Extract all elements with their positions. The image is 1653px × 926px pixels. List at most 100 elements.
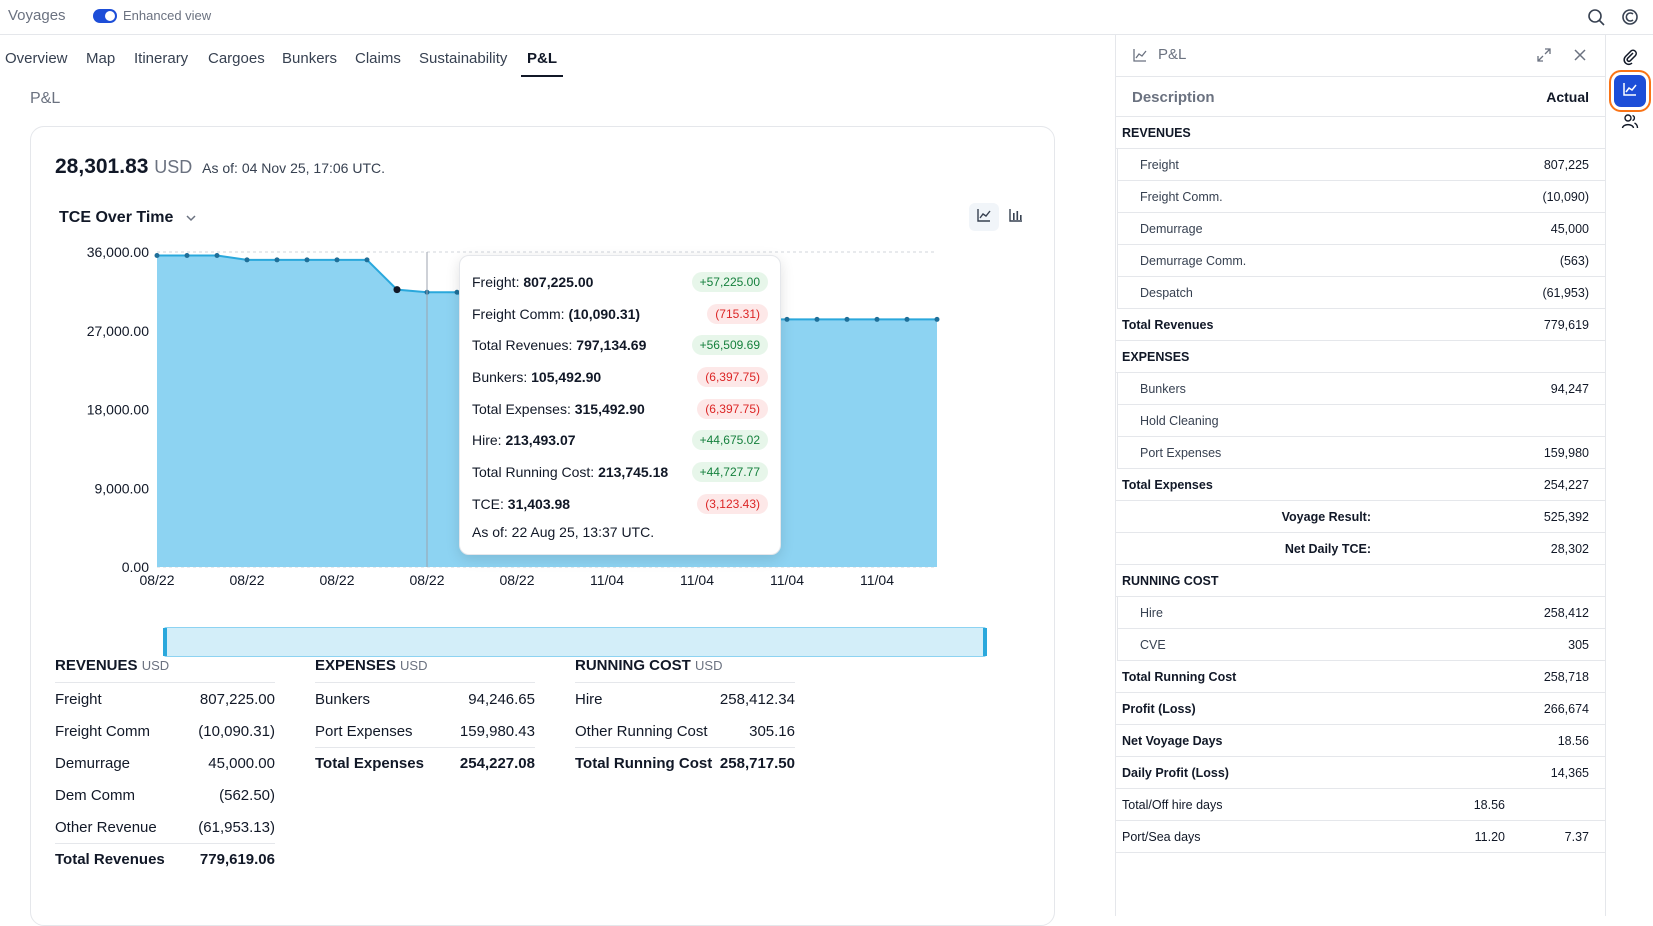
data-point[interactable]: [393, 286, 401, 294]
currency-icon[interactable]: [1619, 6, 1641, 28]
tab-cargoes[interactable]: Cargoes: [208, 50, 265, 67]
pl-row-label: CVE: [1140, 638, 1166, 652]
pl-row-label: Hold Cleaning: [1140, 414, 1219, 428]
tab-itinerary[interactable]: Itinerary: [134, 50, 189, 67]
pl-row-label: Bunkers: [1140, 382, 1186, 396]
line-chart-toggle[interactable]: [969, 203, 999, 231]
pl-table-row: REVENUES: [1116, 117, 1605, 149]
pl-row-label: EXPENSES: [1122, 350, 1190, 364]
bar-chart-toggle[interactable]: [1001, 203, 1031, 231]
tooltip-row: Total Expenses: 315,492.90 (6,397.75): [472, 393, 768, 425]
chart-range-slider[interactable]: [163, 627, 987, 657]
pl-row-value: 254,227: [1543, 478, 1589, 492]
summary-row: Dem Comm (562.50): [55, 779, 275, 811]
data-point[interactable]: [154, 253, 160, 258]
pl-panel-button[interactable]: [1614, 75, 1646, 107]
tooltip-label: Bunkers: 105,492.90: [472, 368, 602, 385]
pl-row-label: Voyage Result:: [1281, 510, 1371, 524]
tab-overview[interactable]: Overview: [5, 50, 68, 67]
tooltip-row: TCE: 31,403.98 (3,123.43): [472, 488, 768, 520]
x-tick-label: 08/22: [139, 572, 174, 588]
summary-row: Bunkers 94,246.65: [315, 683, 535, 715]
search-icon[interactable]: [1585, 6, 1607, 28]
close-icon[interactable]: [1572, 47, 1588, 68]
pl-row-secondary-value: 11.20: [1474, 830, 1505, 844]
data-point[interactable]: [244, 257, 250, 263]
tab-claims[interactable]: Claims: [355, 50, 401, 67]
pl-table-row: RUNNING COST: [1116, 565, 1605, 597]
data-point[interactable]: [454, 289, 460, 295]
tce-currency: USD: [154, 157, 193, 177]
summary-value: 258,412.34: [719, 690, 795, 708]
summary-value: (61,953.13): [198, 818, 275, 836]
tooltip-label: Total Revenues: 797,134.69: [472, 337, 647, 354]
tab-bar: Overview Map Itinerary Cargoes Bunkers C…: [0, 35, 1115, 79]
app-title[interactable]: Voyages: [8, 7, 66, 24]
actual-header: Actual: [1546, 89, 1589, 105]
data-point[interactable]: [274, 257, 280, 263]
data-point[interactable]: [934, 316, 940, 322]
summary-total-value: 779,619.06: [199, 851, 275, 868]
attachments-button[interactable]: [1614, 43, 1646, 75]
x-tick-label: 08/22: [229, 572, 264, 588]
enhanced-view-toggle[interactable]: [93, 9, 117, 23]
tooltip-delta-chip: +44,727.77: [691, 461, 768, 482]
pl-row-value: 94,247: [1550, 382, 1589, 396]
tooltip-row: Freight: 807,225.00 +57,225.00: [472, 266, 768, 298]
summary-value: 159,980.43: [459, 722, 535, 740]
pl-table-row: Bunkers 94,247: [1117, 373, 1605, 405]
data-point[interactable]: [874, 316, 880, 322]
data-point[interactable]: [214, 253, 220, 258]
range-handle-right[interactable]: [983, 628, 987, 656]
pl-table-row: EXPENSES: [1116, 341, 1605, 373]
chart-selector-dropdown[interactable]: TCE Over Time: [59, 209, 198, 227]
expand-icon[interactable]: [1536, 47, 1552, 68]
data-point[interactable]: [364, 257, 370, 263]
data-point[interactable]: [184, 253, 190, 258]
data-point[interactable]: [904, 316, 910, 322]
pl-row-label: Demurrage: [1140, 222, 1203, 236]
tooltip-as-of: As of: 22 Aug 25, 13:37 UTC.: [472, 523, 655, 540]
pl-row-value: 266,674: [1543, 702, 1589, 716]
x-tick-label: 08/22: [499, 572, 534, 588]
tooltip-row: Total Revenues: 797,134.69 +56,509.69: [472, 329, 768, 361]
summary-value: 305.16: [749, 722, 795, 740]
tooltip-label: Freight: 807,225.00: [472, 273, 594, 290]
x-tick-label: 11/04: [680, 572, 714, 588]
pl-row-value: 18.56: [1557, 734, 1589, 748]
summary-value: (10,090.31): [198, 722, 275, 740]
tab-pl[interactable]: P&L: [521, 50, 563, 77]
x-tick-label: 08/22: [319, 572, 354, 588]
x-tick-label: 11/04: [590, 572, 624, 588]
pl-row-value: (10,090): [1542, 190, 1589, 204]
tab-map[interactable]: Map: [86, 50, 116, 67]
pl-table-row: Despatch (61,953): [1117, 277, 1605, 309]
y-tick-label: 9,000.00: [95, 480, 150, 496]
data-point[interactable]: [304, 257, 310, 263]
range-handle-left[interactable]: [163, 628, 167, 656]
summary-value: 94,246.65: [468, 690, 535, 708]
enhanced-view-label: Enhanced view: [123, 8, 212, 23]
tooltip-label: Hire: 213,493.07: [472, 432, 576, 449]
summary-total-label: Total Revenues: [55, 851, 165, 868]
pl-row-label: Total/Off hire days: [1122, 798, 1223, 812]
data-point[interactable]: [814, 316, 820, 322]
data-point[interactable]: [784, 316, 790, 322]
summary-total-row: Total Revenues 779,619.06: [55, 843, 275, 875]
pl-table-row: Daily Profit (Loss) 14,365: [1116, 757, 1605, 789]
x-tick-label: 11/04: [860, 572, 894, 588]
pl-table-row: Demurrage 45,000: [1117, 213, 1605, 245]
summary-row: Freight 807,225.00: [55, 683, 275, 715]
summary-label: Hire: [575, 690, 603, 708]
running-cost-title: RUNNING COST USD: [575, 657, 795, 683]
tab-bunkers[interactable]: Bunkers: [282, 50, 338, 67]
data-point[interactable]: [844, 316, 850, 322]
summary-row: Demurrage 45,000.00: [55, 747, 275, 779]
tab-sustainability[interactable]: Sustainability: [419, 50, 508, 67]
revenues-summary: REVENUES USD Freight 807,225.00 Freight Co…: [55, 657, 275, 875]
pl-row-value: 159,980: [1543, 446, 1589, 460]
summary-label: Dem Comm: [55, 786, 136, 804]
pl-table-row: Freight Comm. (10,090): [1117, 181, 1605, 213]
data-point[interactable]: [334, 257, 340, 263]
contacts-button[interactable]: [1614, 107, 1646, 139]
